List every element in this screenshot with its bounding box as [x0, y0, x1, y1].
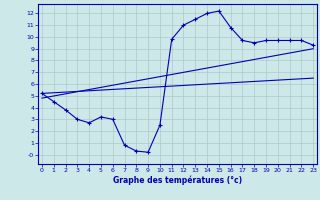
X-axis label: Graphe des températures (°c): Graphe des températures (°c) — [113, 176, 242, 185]
